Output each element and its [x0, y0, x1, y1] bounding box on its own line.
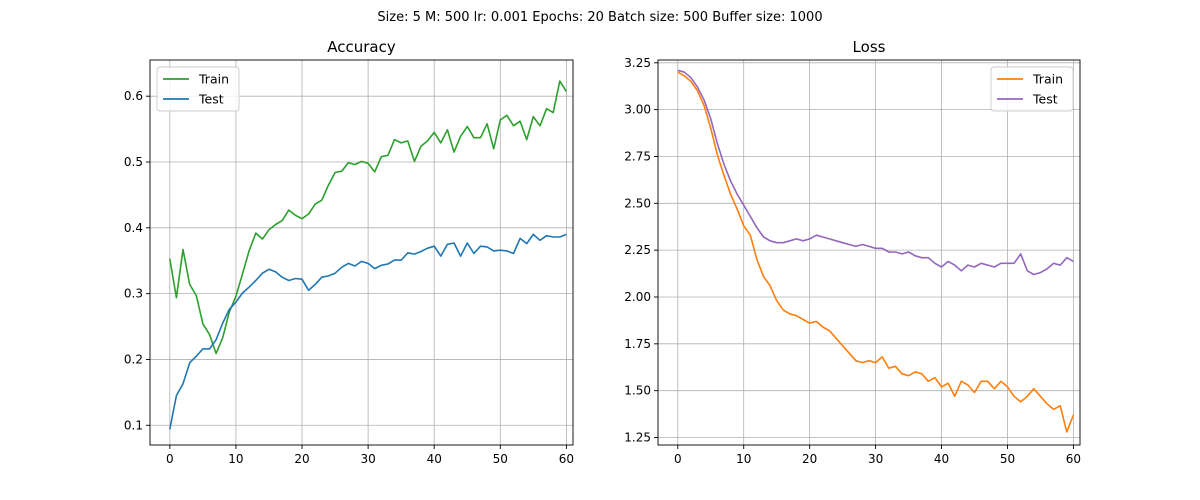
accuracy-y-tick-label: 0.6 — [124, 89, 143, 103]
loss-x-tick-label: 50 — [1000, 452, 1015, 466]
loss-y-tick-label: 2.25 — [624, 243, 651, 257]
accuracy-title: Accuracy — [327, 38, 396, 56]
accuracy-y-tick-label: 0.4 — [124, 221, 143, 235]
accuracy-series-train-line — [169, 80, 568, 355]
accuracy-y-tick-label: 0.1 — [124, 418, 143, 432]
loss-series-test-line — [677, 69, 1074, 276]
loss-x-tick-label: 0 — [674, 452, 682, 466]
accuracy-x-tick-label: 10 — [228, 452, 243, 466]
loss-axes-frame — [657, 59, 1081, 446]
loss-x-tick-label: 20 — [802, 452, 817, 466]
accuracy-y-tick-label: 0.2 — [124, 352, 143, 366]
accuracy-legend-box — [156, 66, 240, 112]
accuracy-legend-label-train: Train — [198, 72, 229, 87]
loss-legend-label-test: Test — [1032, 92, 1058, 107]
loss-y-tick-label: 1.50 — [624, 384, 651, 398]
accuracy-x-tick-label: 30 — [360, 452, 375, 466]
loss-legend-label-train: Train — [1032, 72, 1063, 87]
accuracy-legend-label-test: Test — [198, 92, 224, 107]
loss-series-train-line — [677, 71, 1075, 433]
loss-x-tick-label: 10 — [736, 452, 751, 466]
accuracy-series-test-line — [169, 233, 567, 430]
loss-y-tick-label: 2.00 — [624, 290, 651, 304]
loss-x-tick-label: 30 — [868, 452, 883, 466]
loss-y-tick-label: 3.25 — [624, 56, 651, 70]
accuracy-x-tick-label: 40 — [427, 452, 442, 466]
loss-legend: Train Test — [990, 66, 1074, 112]
accuracy-chart: 0 10 20 30 40 50 60 0.1 0.2 0.3 0.4 0.5 0.6 Accuracy T… — [124, 38, 574, 466]
loss-legend-box — [990, 66, 1074, 112]
loss-y-tick-label: 2.50 — [624, 196, 651, 210]
loss-x-tick-label: 40 — [934, 452, 949, 466]
loss-chart: 0 10 20 30 40 50 60 1.25 1.50 1.75 2.00 2.25 2.50 2.7… — [624, 38, 1081, 466]
loss-y-tick-label: 1.25 — [624, 431, 651, 445]
accuracy-x-tick-label: 60 — [559, 452, 574, 466]
accuracy-x-tick-label: 50 — [493, 452, 508, 466]
loss-title: Loss — [853, 38, 886, 56]
accuracy-axes-frame — [149, 59, 574, 446]
accuracy-legend: Train Test — [156, 66, 240, 112]
loss-y-tick-label: 1.75 — [624, 337, 651, 351]
accuracy-x-tick-label: 20 — [294, 452, 309, 466]
loss-y-tick-label: 3.00 — [624, 103, 651, 117]
accuracy-y-tick-label: 0.3 — [124, 287, 143, 301]
figure-suptitle: Size: 5 M: 500 lr: 0.001 Epochs: 20 Batc… — [377, 10, 822, 25]
loss-y-tick-label: 2.75 — [624, 149, 651, 163]
accuracy-x-tick-label: 0 — [166, 452, 174, 466]
loss-x-tick-label: 60 — [1066, 452, 1081, 466]
accuracy-y-tick-label: 0.5 — [124, 155, 143, 169]
